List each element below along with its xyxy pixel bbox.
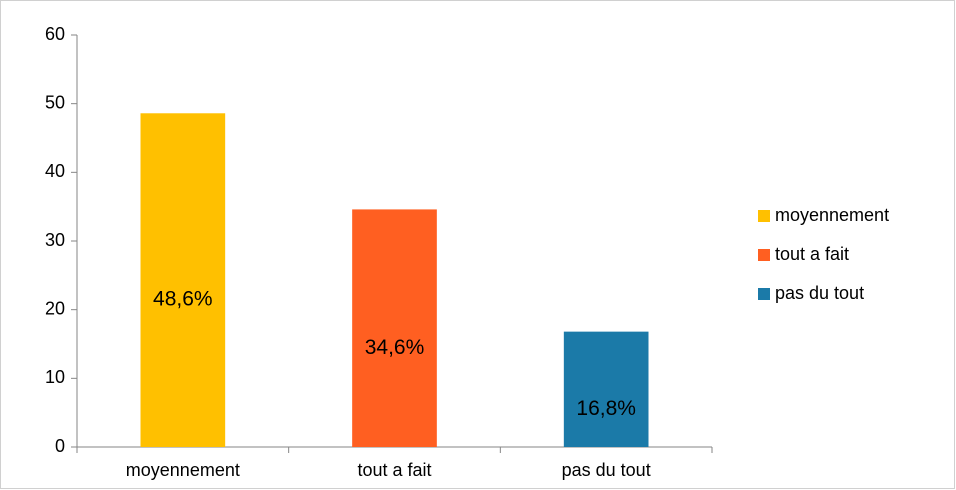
y-tick-label: 60 [45, 24, 65, 44]
y-tick-label: 10 [45, 367, 65, 387]
x-tick-label: moyennement [126, 460, 240, 480]
legend-swatch [758, 210, 770, 222]
y-tick-label: 30 [45, 230, 65, 250]
y-tick-label: 20 [45, 298, 65, 318]
legend-swatch [758, 288, 770, 300]
x-tick-label: pas du tout [562, 460, 651, 480]
value-label: 34,6% [365, 336, 425, 359]
legend-label: tout a fait [775, 244, 849, 264]
y-tick-label: 50 [45, 92, 65, 112]
bar [140, 113, 226, 447]
x-tick-label: tout a fait [357, 460, 431, 480]
bar [563, 331, 649, 447]
y-tick-label: 0 [55, 436, 65, 456]
value-label: 16,8% [576, 397, 636, 420]
legend-label: moyennement [775, 205, 889, 225]
legend-label: pas du tout [775, 283, 864, 303]
legend-swatch [758, 249, 770, 261]
value-label: 48,6% [153, 288, 213, 311]
y-tick-label: 40 [45, 161, 65, 181]
bar [352, 209, 437, 447]
